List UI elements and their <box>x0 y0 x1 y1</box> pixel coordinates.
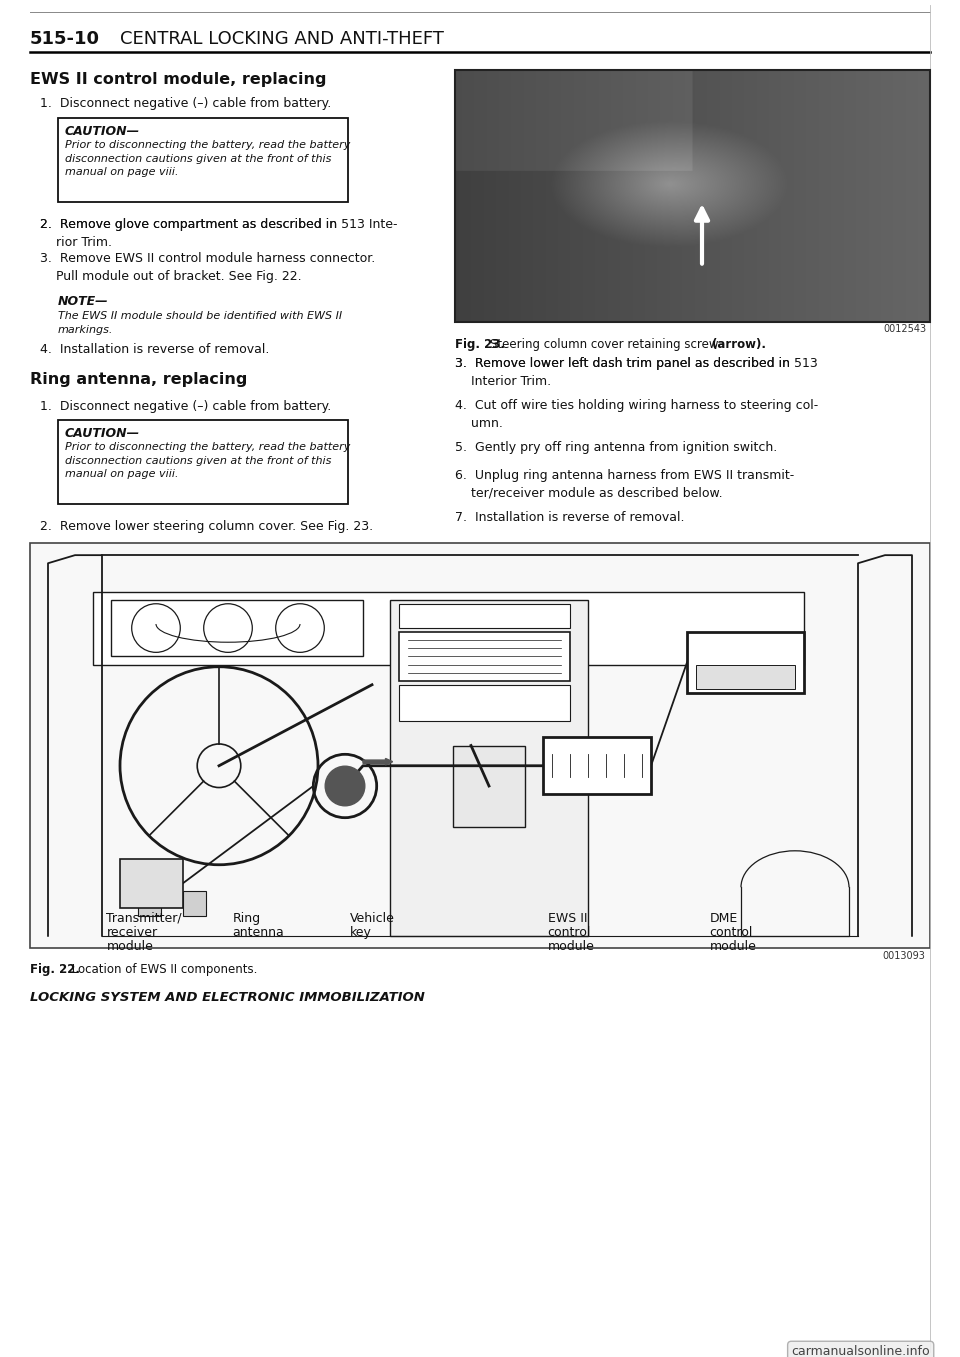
Text: EWS II: EWS II <box>547 912 587 924</box>
Text: DME: DME <box>709 912 737 924</box>
Bar <box>455 71 930 322</box>
Text: 4.  Installation is reverse of removal.: 4. Installation is reverse of removal. <box>40 343 270 356</box>
Text: Vehicle: Vehicle <box>349 912 395 924</box>
Bar <box>696 665 795 689</box>
Text: Transmitter/: Transmitter/ <box>107 912 182 924</box>
Bar <box>455 71 930 322</box>
Text: Fig. 22.: Fig. 22. <box>30 963 80 976</box>
Text: Prior to disconnecting the battery, read the battery
disconnection cautions give: Prior to disconnecting the battery, read… <box>65 140 350 178</box>
Text: LOCKING SYSTEM AND ELECTRONIC IMMOBILIZATION: LOCKING SYSTEM AND ELECTRONIC IMMOBILIZA… <box>30 991 425 1004</box>
Text: 3.  Remove lower left dash trim panel as described in: 3. Remove lower left dash trim panel as … <box>455 357 794 370</box>
Text: CAUTION—: CAUTION— <box>65 125 140 138</box>
Text: 1.  Disconnect negative (–) cable from battery.: 1. Disconnect negative (–) cable from ba… <box>40 400 331 413</box>
Text: 3.  Remove lower left dash trim panel as described in 513
    Interior Trim.: 3. Remove lower left dash trim panel as … <box>455 357 818 388</box>
Circle shape <box>325 767 365 806</box>
Bar <box>399 604 570 628</box>
Text: 7.  Installation is reverse of removal.: 7. Installation is reverse of removal. <box>455 512 684 524</box>
Text: The EWS II module should be identified with EWS II
markings.: The EWS II module should be identified w… <box>58 311 342 335</box>
Text: 2.  Remove glove compartment as described in ​513 Inte-
    rior Trim.: 2. Remove glove compartment as described… <box>40 218 397 248</box>
Text: Location of EWS II components.: Location of EWS II components. <box>68 963 257 976</box>
Bar <box>58 421 348 503</box>
Text: Ring antenna, replacing: Ring antenna, replacing <box>30 372 248 387</box>
Bar <box>453 745 525 826</box>
Bar <box>390 600 588 936</box>
Text: Ring: Ring <box>232 912 260 924</box>
Bar <box>120 859 183 908</box>
Text: 2.  Remove lower steering column cover. See Fig. 23.: 2. Remove lower steering column cover. S… <box>40 520 373 533</box>
Text: 1.  Disconnect negative (–) cable from battery.: 1. Disconnect negative (–) cable from ba… <box>40 96 331 110</box>
Text: module: module <box>709 939 756 953</box>
Text: NOTE—: NOTE— <box>58 294 108 308</box>
Text: Prior to disconnecting the battery, read the battery
disconnection cautions give: Prior to disconnecting the battery, read… <box>65 442 350 479</box>
Text: Steering column cover retaining screw: Steering column cover retaining screw <box>490 338 722 351</box>
Bar <box>93 592 804 665</box>
Bar <box>399 632 570 681</box>
Bar <box>183 892 205 916</box>
Text: Fig. 23.: Fig. 23. <box>455 338 505 351</box>
Text: carmanualsonline.info: carmanualsonline.info <box>791 1345 930 1357</box>
Text: EWS II control module, replacing: EWS II control module, replacing <box>30 72 326 87</box>
Bar <box>30 543 930 949</box>
Text: receiver: receiver <box>107 925 157 939</box>
Text: control: control <box>547 925 590 939</box>
Text: antenna: antenna <box>232 925 284 939</box>
Text: module: module <box>107 939 154 953</box>
Text: CENTRAL LOCKING AND ANTI-THEFT: CENTRAL LOCKING AND ANTI-THEFT <box>120 30 444 47</box>
Bar <box>58 118 348 202</box>
Bar <box>111 600 363 657</box>
Text: 515-10: 515-10 <box>30 30 100 47</box>
Text: CAUTION—: CAUTION— <box>65 427 140 440</box>
Bar <box>138 892 160 916</box>
FancyArrow shape <box>363 759 393 765</box>
Text: 6.  Unplug ring antenna harness from EWS II transmit-
    ter/receiver module as: 6. Unplug ring antenna harness from EWS … <box>455 470 794 499</box>
Text: 5.  Gently pry off ring antenna from ignition switch.: 5. Gently pry off ring antenna from igni… <box>455 441 778 455</box>
Bar <box>543 737 651 794</box>
Text: module: module <box>547 939 594 953</box>
Text: (arrow).: (arrow). <box>712 338 766 351</box>
Text: control: control <box>709 925 753 939</box>
Text: 0012543: 0012543 <box>884 324 927 334</box>
Text: 4.  Cut off wire ties holding wiring harness to steering col-
    umn.: 4. Cut off wire ties holding wiring harn… <box>455 399 818 430</box>
Text: 0013093: 0013093 <box>882 951 925 961</box>
Bar <box>399 685 570 721</box>
Text: 3.  Remove EWS II control module harness connector.
    Pull module out of brack: 3. Remove EWS II control module harness … <box>40 252 375 284</box>
Text: 2.  Remove glove compartment as described in: 2. Remove glove compartment as described… <box>40 218 341 231</box>
Bar <box>687 632 804 693</box>
Text: key: key <box>349 925 372 939</box>
